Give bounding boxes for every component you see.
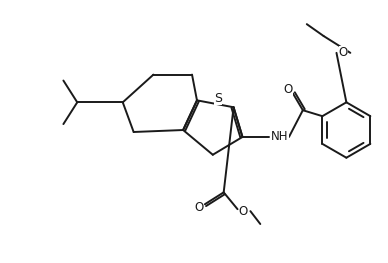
- Text: O: O: [194, 201, 204, 214]
- Text: O: O: [283, 83, 293, 96]
- Text: NH: NH: [271, 130, 289, 143]
- Text: O: O: [239, 205, 248, 218]
- Text: O: O: [339, 46, 348, 59]
- Text: S: S: [214, 92, 222, 105]
